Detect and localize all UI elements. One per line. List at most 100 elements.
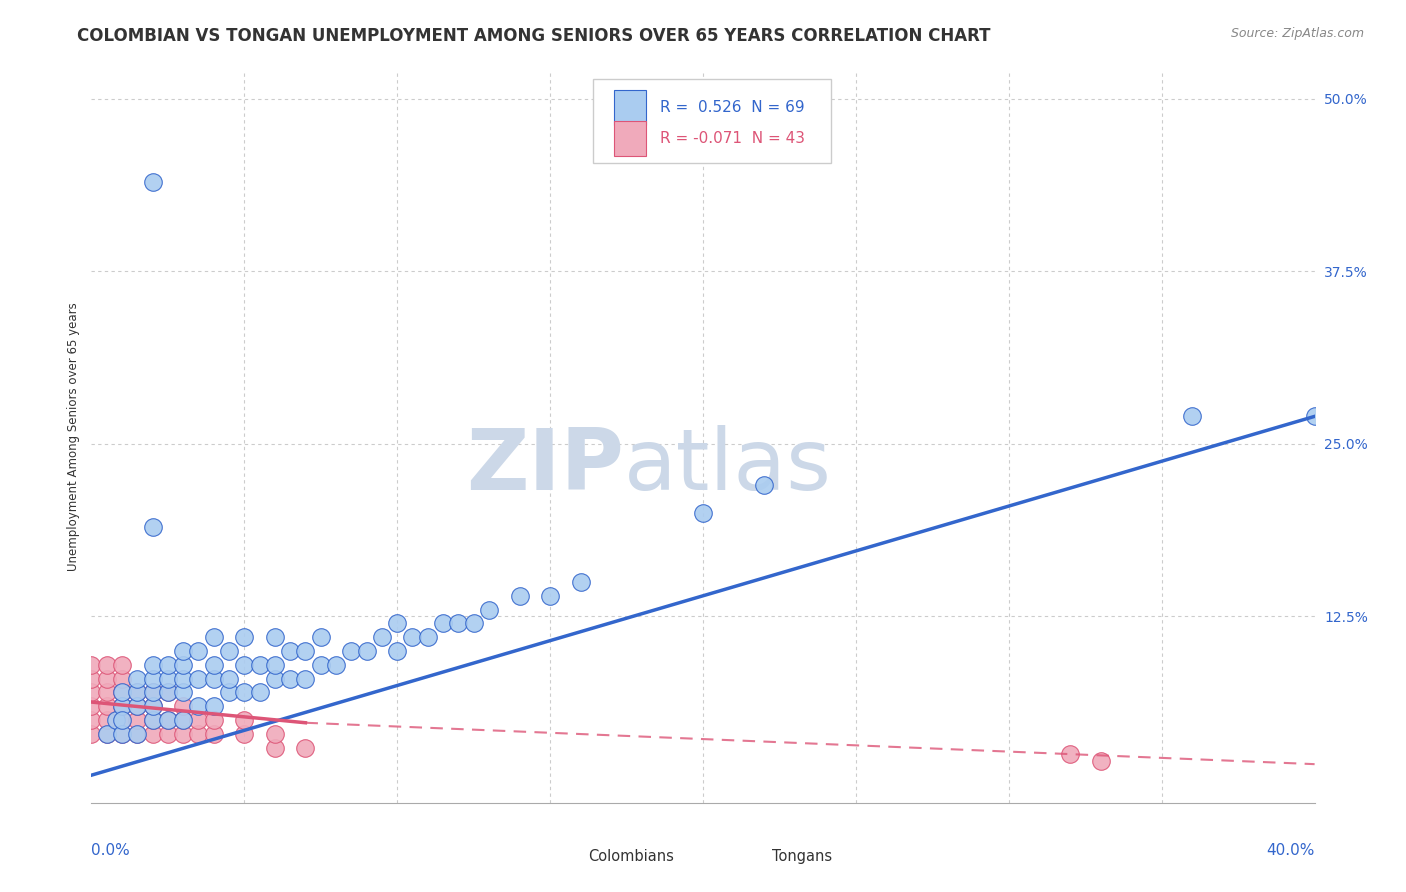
Point	[111, 727, 134, 741]
Point	[111, 672, 134, 686]
Point	[233, 713, 256, 727]
Point	[325, 657, 347, 672]
Point	[202, 657, 225, 672]
Point	[80, 727, 103, 741]
Bar	[557, 846, 583, 866]
Text: Tongans: Tongans	[772, 848, 831, 863]
Point	[463, 616, 485, 631]
Point	[294, 672, 316, 686]
Point	[202, 713, 225, 727]
Bar	[740, 846, 766, 866]
Point	[111, 713, 134, 727]
Point	[187, 644, 209, 658]
Point	[156, 672, 179, 686]
Point	[127, 685, 149, 699]
Point	[187, 713, 209, 727]
Point	[233, 727, 256, 741]
Point	[202, 630, 225, 644]
Point	[264, 657, 287, 672]
Point	[401, 630, 423, 644]
Bar	[613, 120, 645, 156]
Point	[278, 644, 301, 658]
Point	[96, 685, 118, 699]
Point	[218, 672, 240, 686]
Point	[141, 727, 163, 741]
Point	[96, 713, 118, 727]
Point	[141, 657, 163, 672]
Point	[187, 727, 209, 741]
Point	[264, 740, 287, 755]
Point	[96, 699, 118, 714]
Point	[172, 713, 194, 727]
Text: R =  0.526  N = 69: R = 0.526 N = 69	[661, 100, 804, 115]
Point	[80, 672, 103, 686]
Point	[340, 644, 363, 658]
Point	[141, 175, 163, 189]
Point	[127, 672, 149, 686]
Point	[264, 630, 287, 644]
Point	[141, 713, 163, 727]
Point	[111, 685, 134, 699]
Point	[538, 589, 561, 603]
Point	[156, 713, 179, 727]
Point	[371, 630, 394, 644]
Point	[127, 699, 149, 714]
Point	[385, 616, 409, 631]
Point	[80, 699, 103, 714]
Point	[249, 685, 271, 699]
Point	[233, 685, 256, 699]
Point	[218, 644, 240, 658]
Point	[187, 672, 209, 686]
Text: ZIP: ZIP	[465, 425, 623, 508]
Text: 40.0%: 40.0%	[1267, 843, 1315, 858]
Point	[509, 589, 531, 603]
Point	[172, 685, 194, 699]
Point	[96, 672, 118, 686]
Point	[233, 630, 256, 644]
Point	[127, 713, 149, 727]
Point	[111, 713, 134, 727]
Point	[141, 685, 163, 699]
Text: Colombians: Colombians	[588, 848, 673, 863]
Text: atlas: atlas	[623, 425, 831, 508]
Point	[172, 699, 194, 714]
Point	[111, 727, 134, 741]
Point	[127, 727, 149, 741]
Point	[249, 657, 271, 672]
Point	[80, 713, 103, 727]
Point	[692, 506, 714, 520]
Point	[156, 727, 179, 741]
Point	[96, 727, 118, 741]
Point	[416, 630, 439, 644]
Point	[233, 657, 256, 672]
Point	[278, 672, 301, 686]
Point	[141, 520, 163, 534]
Point	[202, 699, 225, 714]
Point	[141, 699, 163, 714]
Point	[187, 699, 209, 714]
Point	[127, 727, 149, 741]
Point	[111, 699, 134, 714]
Point	[96, 657, 118, 672]
Y-axis label: Unemployment Among Seniors over 65 years: Unemployment Among Seniors over 65 years	[67, 302, 80, 572]
Point	[172, 644, 194, 658]
Point	[127, 699, 149, 714]
Point	[294, 644, 316, 658]
Point	[111, 699, 134, 714]
Point	[156, 685, 179, 699]
Point	[309, 630, 332, 644]
Text: COLOMBIAN VS TONGAN UNEMPLOYMENT AMONG SENIORS OVER 65 YEARS CORRELATION CHART: COLOMBIAN VS TONGAN UNEMPLOYMENT AMONG S…	[77, 27, 991, 45]
Point	[1181, 409, 1204, 424]
Point	[309, 657, 332, 672]
Point	[104, 713, 127, 727]
Point	[172, 672, 194, 686]
Text: 0.0%: 0.0%	[91, 843, 131, 858]
Point	[202, 672, 225, 686]
Point	[1090, 755, 1112, 769]
Bar	[613, 90, 645, 125]
Point	[127, 685, 149, 699]
Point	[80, 685, 103, 699]
Point	[356, 644, 378, 658]
Point	[264, 727, 287, 741]
Point	[141, 699, 163, 714]
